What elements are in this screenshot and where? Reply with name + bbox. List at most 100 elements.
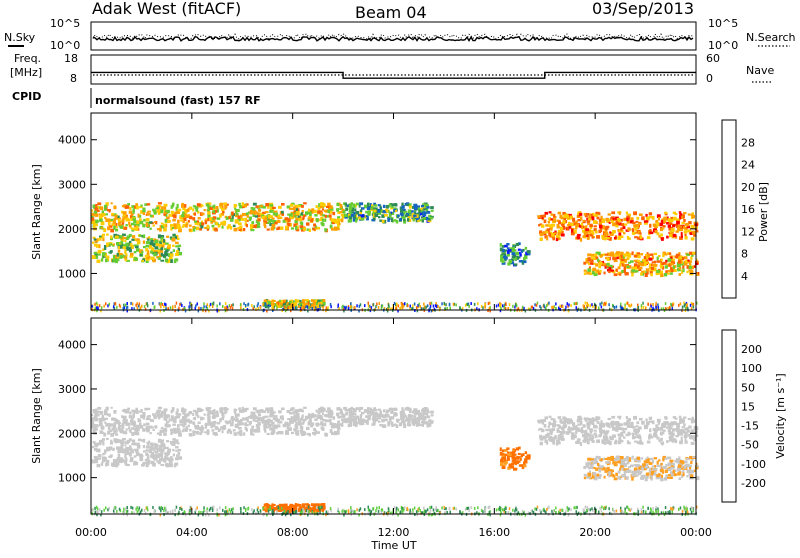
power-cell bbox=[515, 252, 519, 256]
power-cell bbox=[692, 252, 695, 254]
power-cell bbox=[554, 232, 557, 234]
velocity-cell bbox=[586, 418, 589, 420]
velocity-cell bbox=[632, 426, 635, 429]
power-cell bbox=[119, 304, 121, 307]
velocity-cell bbox=[545, 416, 549, 419]
velocity-cell bbox=[656, 474, 660, 477]
velocity-cell bbox=[170, 429, 174, 432]
velocity-cell bbox=[94, 443, 97, 445]
velocity-cell bbox=[265, 408, 269, 412]
power-cell bbox=[453, 303, 455, 306]
power-cell bbox=[595, 231, 598, 234]
power-cell bbox=[212, 305, 214, 308]
velocity-cell bbox=[551, 418, 553, 420]
power-cell bbox=[309, 213, 312, 216]
power-cell bbox=[111, 219, 114, 221]
power-cell bbox=[262, 303, 264, 306]
power-cell bbox=[384, 214, 388, 217]
velocity-cell bbox=[129, 438, 132, 441]
power-cell bbox=[127, 302, 129, 305]
velocity-cell bbox=[635, 474, 639, 476]
velocity-cell bbox=[251, 426, 254, 429]
power-cell bbox=[316, 205, 318, 208]
velocity-cell bbox=[394, 408, 397, 411]
power-cell bbox=[95, 220, 99, 223]
power-cell bbox=[169, 257, 173, 259]
power-cell bbox=[316, 302, 318, 305]
power-cell bbox=[355, 219, 357, 223]
velocity-cell bbox=[135, 408, 138, 411]
power-cell bbox=[115, 258, 117, 260]
power-cell bbox=[651, 267, 654, 270]
power-cell bbox=[649, 224, 651, 228]
power-cell bbox=[579, 225, 581, 227]
power-cell bbox=[166, 236, 169, 238]
velocity-cell bbox=[293, 411, 296, 413]
power-cell bbox=[295, 306, 297, 309]
power-cell bbox=[640, 235, 642, 239]
power-cell bbox=[650, 305, 652, 308]
power-cell bbox=[689, 252, 692, 255]
power-cell bbox=[221, 208, 224, 211]
power-cell bbox=[527, 250, 531, 253]
velocity-cell bbox=[571, 428, 574, 431]
power-cell bbox=[322, 214, 325, 216]
power-cell bbox=[264, 218, 267, 222]
power-cell bbox=[388, 303, 390, 306]
power-cell bbox=[604, 272, 606, 275]
velocity-cell bbox=[620, 432, 623, 435]
power-cell bbox=[517, 256, 520, 258]
velocity-cell bbox=[500, 452, 503, 456]
power-cell bbox=[317, 227, 320, 230]
velocity-cell bbox=[102, 456, 106, 460]
power-cell bbox=[545, 231, 548, 233]
power-cell bbox=[139, 234, 142, 236]
velocity-cell bbox=[118, 454, 121, 457]
power-colorbar-tick: 16 bbox=[741, 203, 755, 216]
power-cell bbox=[624, 304, 626, 307]
power-cell bbox=[539, 305, 541, 308]
freq-panel-frame bbox=[91, 55, 696, 84]
velocity-cell bbox=[500, 462, 504, 466]
power-cell bbox=[201, 205, 204, 207]
power-cell bbox=[207, 225, 210, 229]
power-cell bbox=[682, 222, 685, 224]
velocity-cell bbox=[130, 460, 134, 462]
velocity-cell bbox=[382, 424, 385, 427]
power-cell bbox=[567, 224, 570, 226]
velocity-cell bbox=[238, 407, 241, 410]
velocity-cell bbox=[506, 447, 509, 450]
velocity-cell bbox=[523, 465, 526, 468]
power-cell bbox=[163, 239, 165, 243]
power-cell bbox=[296, 300, 300, 303]
velocity-cell bbox=[590, 465, 593, 468]
power-cell bbox=[568, 222, 570, 224]
power-cell bbox=[288, 218, 291, 222]
power-cell bbox=[144, 305, 146, 308]
power-cell bbox=[549, 217, 551, 221]
power-cell bbox=[563, 220, 566, 224]
power-cell bbox=[309, 229, 311, 232]
velocity-cell bbox=[126, 410, 130, 413]
power-cell bbox=[485, 306, 487, 309]
velocity-cell bbox=[119, 440, 122, 443]
velocity-cell bbox=[195, 413, 198, 417]
velocity-cell bbox=[125, 458, 127, 461]
velocity-cell bbox=[192, 413, 194, 416]
velocity-cell bbox=[184, 414, 186, 417]
power-cell bbox=[175, 253, 179, 256]
velocity-cell bbox=[663, 430, 666, 432]
power-cell bbox=[329, 214, 332, 217]
power-cell bbox=[683, 219, 686, 222]
power-colorbar-label: Power [dB] bbox=[757, 182, 770, 242]
power-cell bbox=[125, 304, 127, 307]
velocity-cell bbox=[361, 412, 365, 415]
power-cell bbox=[590, 304, 592, 307]
velocity-cell bbox=[604, 476, 606, 479]
power-cell bbox=[172, 219, 176, 221]
power-cell bbox=[139, 303, 141, 306]
power-cell bbox=[327, 203, 331, 206]
power-cell bbox=[298, 218, 302, 222]
power-cell bbox=[564, 214, 568, 217]
velocity-cell bbox=[397, 419, 400, 421]
